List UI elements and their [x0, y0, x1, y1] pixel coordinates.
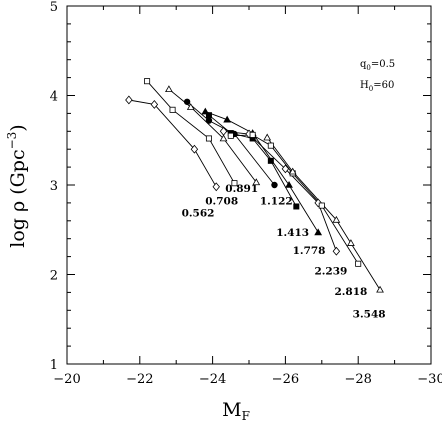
x-tick-label: −30: [417, 372, 442, 387]
data-point: [165, 85, 173, 93]
data-point: [169, 106, 176, 113]
x-tick-label: −28: [344, 372, 371, 387]
curve-label: 1.413: [276, 227, 309, 239]
series-line-1.122: [186, 101, 275, 186]
y-tick-label: 2: [50, 269, 58, 284]
data-point: [281, 164, 290, 174]
data-point: [219, 134, 228, 142]
data-point: [231, 180, 238, 187]
curve-label: 2.239: [314, 266, 347, 278]
curve-label: 0.891: [225, 183, 258, 195]
series-line-0.708: [146, 80, 235, 184]
data-point: [144, 78, 151, 85]
data-point: [314, 228, 323, 236]
data-point: [318, 202, 325, 209]
curve-label: 3.548: [353, 308, 386, 320]
data-point: [332, 215, 341, 223]
data-point: [205, 112, 212, 119]
series-line-0.562: [128, 99, 217, 188]
data-point: [125, 95, 133, 105]
data-point: [249, 131, 256, 138]
annotation-q0: q0=0.5: [360, 59, 395, 72]
data-point: [223, 115, 232, 123]
curve-label: 0.708: [205, 196, 238, 208]
data-point: [355, 260, 362, 267]
data-point: [376, 285, 384, 293]
data-point: [150, 100, 159, 109]
data-point: [332, 246, 341, 256]
data-point: [293, 203, 300, 210]
data-point: [285, 180, 293, 188]
curve-label: 0.562: [182, 207, 215, 219]
y-tick-label: 1: [50, 358, 58, 373]
data-point: [271, 181, 278, 189]
y-tick-label: 4: [50, 90, 58, 105]
curve-label: 1.778: [293, 245, 326, 257]
data-point: [263, 133, 272, 141]
data-point: [212, 182, 220, 192]
series-markers: [125, 78, 384, 293]
curve-label: 1.122: [260, 196, 293, 208]
x-tick-label: −24: [199, 372, 226, 387]
data-point: [347, 239, 355, 246]
data-point: [186, 103, 195, 110]
data-point: [267, 142, 274, 149]
tick-labels: −20 −22 −24 −26 −28 −30 1 2 3 4 5: [50, 0, 442, 387]
curve-label: 2.818: [334, 286, 367, 298]
data-point: [227, 132, 234, 139]
y-tick-label: 5: [50, 0, 58, 15]
axis-ticks: [66, 5, 432, 365]
data-point: [267, 157, 274, 164]
data-point: [252, 178, 261, 186]
x-tick-label: −26: [272, 372, 299, 387]
x-tick-label: −22: [126, 372, 153, 387]
data-point: [190, 144, 199, 154]
y-tick-label: 3: [50, 179, 58, 194]
data-point: [183, 98, 191, 105]
data-point: [288, 167, 297, 175]
data-point: [205, 135, 212, 142]
data-point: [205, 117, 213, 124]
annotation-h0: H0=60: [360, 80, 394, 93]
x-axis-title: MF: [222, 399, 250, 423]
data-point: [219, 126, 228, 136]
y-axis-title: log ρ (Gpc−3): [5, 124, 29, 247]
x-tick-label: −20: [53, 372, 80, 387]
